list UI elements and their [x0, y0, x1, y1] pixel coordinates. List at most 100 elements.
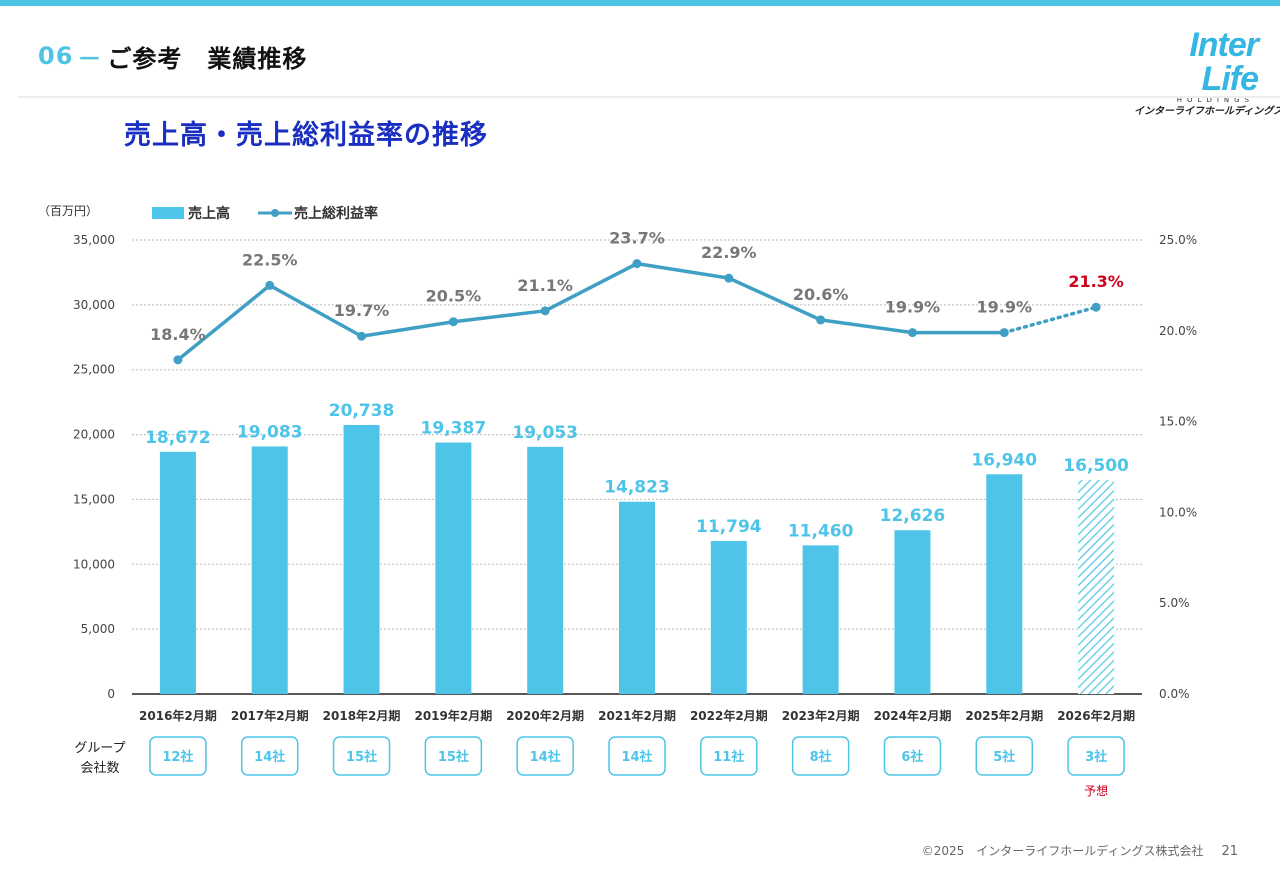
group-label-line2: 会社数	[80, 760, 119, 776]
section-number: 06	[38, 42, 74, 70]
group-count-box	[975, 736, 1034, 776]
gross-margin-point	[724, 273, 734, 283]
chart-title: 売上高・売上総利益率の推移	[124, 120, 488, 151]
sales-data-label: 16,500	[1063, 456, 1129, 476]
group-count-label: 12社	[162, 749, 193, 765]
sales-bar	[710, 541, 747, 694]
forecast-note: 予想	[1084, 783, 1108, 798]
footer: ©2025 インターライフホールディングス株式会社 21	[922, 842, 1238, 859]
group-count-box	[424, 736, 483, 776]
group-count-label: 5社	[993, 749, 1015, 765]
group-count-label: 6社	[901, 749, 923, 765]
legend-margin-label: 売上総利益率	[294, 205, 378, 222]
gross-margin-data-label: 21.1%	[517, 276, 573, 295]
header-divider	[18, 96, 1280, 98]
gross-margin-point	[448, 317, 458, 327]
group-count-box	[791, 736, 850, 776]
group-count-box	[516, 736, 574, 776]
sales-bar	[527, 446, 564, 694]
sales-bar	[251, 446, 288, 694]
gross-margin-data-label: 19.9%	[977, 298, 1033, 317]
group-count-box	[149, 736, 207, 776]
y-left-tick-label: 0	[107, 687, 115, 701]
sales-bar	[159, 451, 196, 694]
gross-margin-point	[173, 355, 183, 365]
y-left-tick-label: 15,000	[73, 492, 115, 506]
section-title: ご参考 業績推移	[107, 44, 308, 73]
sales-bar	[894, 530, 931, 694]
top-accent-bar	[0, 0, 1280, 6]
group-count-label: 11社	[713, 749, 744, 765]
y-right-tick-label: 0.0%	[1159, 687, 1190, 701]
group-count-label: 14社	[254, 749, 285, 765]
group-count-label: 3社	[1085, 749, 1107, 765]
gross-margin-point	[907, 328, 917, 338]
gross-margin-data-label: 19.7%	[334, 301, 390, 320]
logo-kana-text: インターライフホールディングス株式会社	[1134, 106, 1280, 117]
company-logo: Inter Life HOLDINGS インターライフホールディングス株式会社	[1134, 28, 1280, 117]
logo-main-text: Inter Life	[1189, 26, 1259, 98]
group-count-box	[1067, 736, 1125, 776]
x-tick-label: 2021年2月期	[598, 708, 676, 723]
gross-margin-point	[357, 331, 367, 341]
x-tick-label: 2026年2月期	[1057, 708, 1135, 723]
sales-data-label: 16,940	[971, 450, 1037, 470]
x-tick-label: 2025年2月期	[965, 708, 1043, 723]
section-header: 06 － ご参考 業績推移	[38, 36, 307, 76]
gross-margin-data-label: 23.7%	[609, 229, 665, 248]
page-number: 21	[1221, 844, 1238, 859]
gross-margin-line	[176, 261, 1005, 362]
gross-margin-point	[816, 315, 826, 325]
x-tick-label: 2023年2月期	[782, 708, 860, 723]
gross-margin-data-label: 22.9%	[701, 243, 757, 262]
group-count-box	[883, 736, 942, 776]
sales-data-label: 19,387	[421, 419, 487, 439]
y-right-tick-label: 20.0%	[1159, 324, 1197, 338]
group-count-label: 15社	[346, 749, 377, 765]
y-right-tick-label: 5.0%	[1159, 596, 1190, 610]
x-tick-label: 2022年2月期	[690, 708, 768, 723]
sales-data-label: 11,460	[788, 521, 854, 541]
x-tick-label: 2016年2月期	[139, 708, 217, 723]
legend-sales-label: 売上高	[188, 205, 230, 222]
sales-data-label: 20,738	[329, 401, 395, 421]
sales-bar	[1078, 479, 1115, 694]
y-right-tick-label: 10.0%	[1159, 505, 1197, 519]
group-count-box	[608, 736, 666, 776]
logo-sub-text: HOLDINGS	[1176, 96, 1254, 104]
sales-data-label: 19,053	[512, 423, 578, 443]
sales-bar	[435, 442, 472, 694]
gross-margin-point	[1091, 302, 1101, 312]
sales-data-label: 11,794	[696, 517, 762, 537]
gross-margin-point	[999, 328, 1009, 338]
y-right-tick-label: 25.0%	[1159, 233, 1197, 247]
gross-margin-data-label: 20.6%	[793, 285, 849, 304]
gross-margin-data-label: 19.9%	[885, 298, 941, 317]
group-count-label: 14社	[530, 749, 561, 765]
x-tick-label: 2017年2月期	[231, 708, 309, 723]
sales-bar	[619, 501, 655, 694]
x-tick-label: 2019年2月期	[414, 708, 492, 723]
section-dash: －	[77, 44, 102, 73]
y-right-tick-label: 15.0%	[1159, 415, 1197, 429]
group-count-box	[332, 736, 391, 776]
x-tick-label: 2020年2月期	[506, 708, 584, 723]
legend-sales-swatch	[152, 207, 184, 219]
sales-bar	[343, 424, 380, 694]
x-tick-label: 2024年2月期	[874, 708, 952, 723]
group-count-box	[700, 736, 758, 776]
sales-data-label: 19,083	[237, 422, 303, 442]
y-left-tick-label: 35,000	[73, 233, 115, 247]
y-left-tick-label: 20,000	[73, 428, 115, 442]
y-left-tick-label: 10,000	[73, 557, 115, 571]
sales-data-label: 18,672	[145, 428, 211, 448]
sales-data-label: 12,626	[880, 506, 946, 526]
sales-bar	[802, 545, 839, 694]
y-left-unit-label: （百万円）	[38, 204, 98, 218]
gross-margin-point	[632, 259, 642, 269]
group-count-label: 8社	[810, 749, 832, 765]
sales-data-label: 14,823	[604, 478, 670, 498]
x-tick-label: 2018年2月期	[323, 708, 401, 723]
gross-margin-forecast-line	[1002, 305, 1098, 335]
